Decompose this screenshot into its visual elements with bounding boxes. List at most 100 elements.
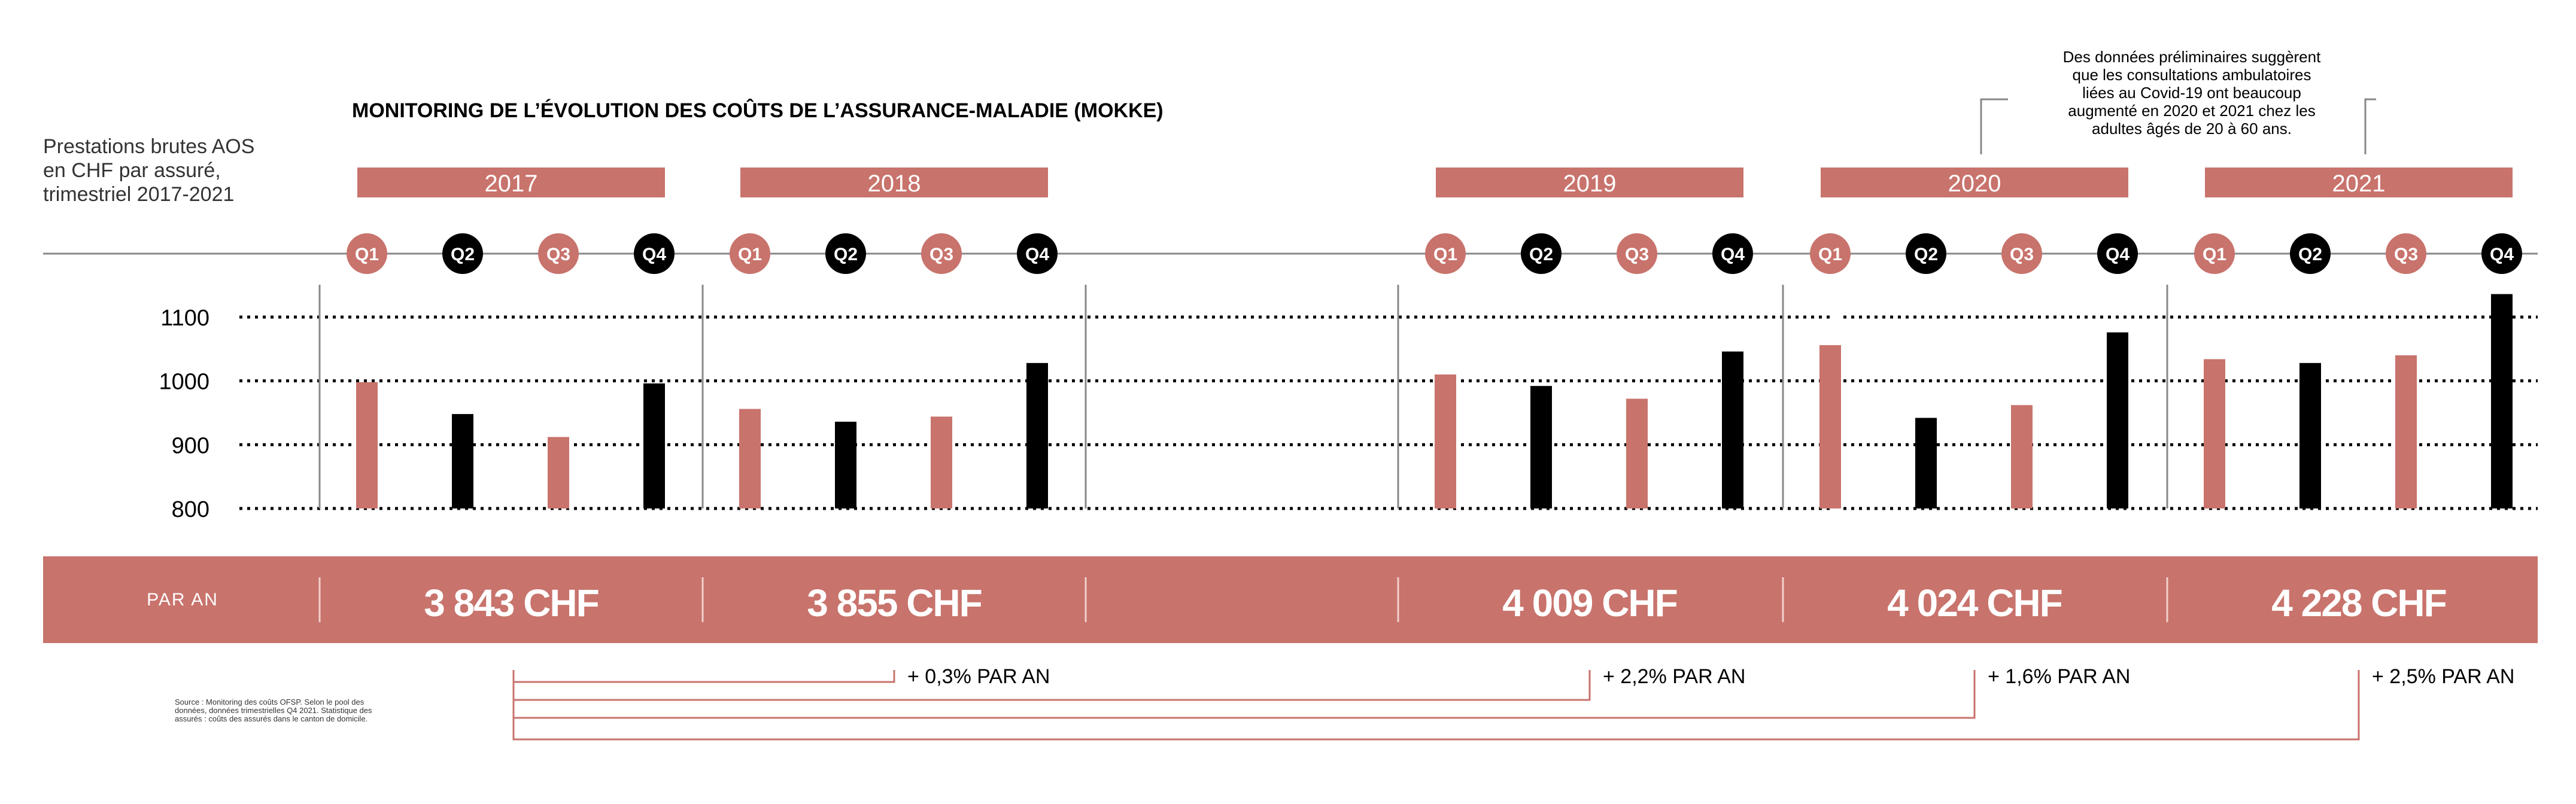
y-tick-label: 1100 [160,306,209,331]
quarter-label: Q4 [642,245,666,264]
annual-value: 3 843 CHF [424,581,598,625]
quarter-label: Q3 [929,245,953,264]
annotation-bracket-left [1980,98,2008,154]
bar-2018-Q1 [739,409,761,508]
bar-2018-Q3 [931,416,952,508]
quarter-badge [2194,233,2235,274]
quarter-badge [2001,233,2042,274]
quarter-badge [1521,233,1562,274]
year-label: 2018 [868,170,921,197]
bar-2019-Q3 [1626,398,1648,508]
bar-2017-Q1 [356,382,378,508]
bar-2019-Q4 [1722,351,1743,508]
chart-title: MONITORING DE L’ÉVOLUTION DES COÛTS DE L… [352,99,1164,122]
year-header-2017 [357,168,665,197]
growth-bracket [512,670,2360,741]
bar-2017-Q3 [548,437,569,508]
bar-2020-Q4 [2107,332,2128,508]
year-header-2020 [1821,168,2128,197]
quarter-label: Q3 [1625,245,1649,264]
y-tick-label: 900 [172,433,209,458]
quarter-badge [2481,233,2522,274]
quarter-label: Q2 [451,245,475,264]
bar-2019-Q2 [1530,386,1552,508]
bar-2018-Q2 [835,421,856,508]
quarter-badge [1906,233,1946,274]
growth-bracket [512,670,895,683]
y-axis-label-line-1: Prestations brutes AOS [43,135,254,158]
y-axis-label-line-2: en CHF par assuré, [43,159,221,182]
bar-2021-Q2 [2299,363,2321,508]
growth-label: + 2,5% PAR AN [2372,665,2514,688]
bar-2020-Q2 [1915,418,1937,508]
quarter-badge [1017,233,1058,274]
quarter-label: Q4 [1025,245,1049,264]
annual-band [43,556,2538,643]
quarter-label: Q4 [1721,245,1745,264]
year-label: 2017 [485,170,538,197]
quarter-label: Q2 [1914,245,1938,264]
quarter-badge [347,233,387,274]
year-label: 2020 [1948,170,2001,197]
y-axis-label-line-3: trimestriel 2017-2021 [43,183,234,206]
year-label: 2021 [2332,170,2386,197]
growth-label: + 0,3% PAR AN [907,665,1050,688]
year-header-2021 [2205,168,2513,197]
quarter-badge [1712,233,1753,274]
year-label: 2019 [1563,170,1617,197]
growth-bracket [512,670,1591,701]
quarter-label: Q4 [2106,245,2130,264]
year-header-2018 [740,168,1048,197]
growth-label: + 1,6% PAR AN [1988,665,2130,688]
bar-2021-Q3 [2395,355,2417,508]
quarter-badge [2386,233,2426,274]
quarter-badge [921,233,962,274]
annual-value: 3 855 CHF [807,581,981,625]
quarter-label: Q1 [355,245,379,264]
source-line: assurés : coûts des assurés dans le cant… [175,714,367,723]
quarter-badge [2097,233,2138,274]
y-tick-label: 1000 [159,370,209,395]
bar-2020-Q1 [1819,345,1841,508]
source-line: Source : Monitoring des coûts OFSP. Selo… [175,698,364,706]
quarter-badge [538,233,579,274]
quarter-label: Q1 [1433,245,1457,264]
bar-2018-Q4 [1026,363,1048,508]
quarter-label: Q1 [1818,245,1842,264]
quarter-label: Q3 [546,245,570,264]
growth-bracket [512,670,1976,719]
annual-row-label: PAR AN [147,590,218,610]
source-note: Source : Monitoring des coûts OFSP. Selo… [175,698,372,723]
y-tick-label: 800 [172,497,209,522]
growth-label: + 2,2% PAR AN [1603,665,1745,688]
quarter-badge [1617,233,1657,274]
quarter-label: Q2 [1529,245,1553,264]
bar-2021-Q1 [2204,359,2225,508]
annotation-line: que les consultations ambulatoires [2073,66,2311,84]
bar-2021-Q4 [2491,294,2513,508]
quarter-label: Q3 [2394,245,2418,264]
annotation-line: augmenté en 2020 et 2021 chez les [2068,102,2315,120]
source-line: données, données trimestrielles Q4 2021.… [175,706,372,715]
bar-2020-Q3 [2011,405,2033,508]
quarter-label: Q4 [2490,245,2514,264]
annual-value: 4 228 CHF [2271,581,2446,625]
quarter-badge [730,233,770,274]
quarter-label: Q3 [2010,245,2034,264]
quarter-label: Q1 [2203,245,2226,264]
annotation-line: Des données préliminaires suggèrent [2063,48,2321,66]
chart-marks: 800 900 1000 1100 PAR AN 2017 Q1 Q2 Q3 Q4 3 843 CH… [43,168,2538,741]
quarter-label: Q2 [834,245,858,264]
annual-value: 4 024 CHF [1887,581,2061,625]
quarter-badge [634,233,675,274]
quarter-label: Q1 [738,245,762,264]
quarter-badge [1810,233,1851,274]
quarter-label: Q2 [2298,245,2322,264]
annotation-line: adultes âgés de 20 à 60 ans. [2092,120,2292,138]
bar-2017-Q2 [452,414,473,508]
quarter-badge [442,233,483,274]
bar-2019-Q1 [1435,374,1456,508]
quarter-badge [2290,233,2331,274]
